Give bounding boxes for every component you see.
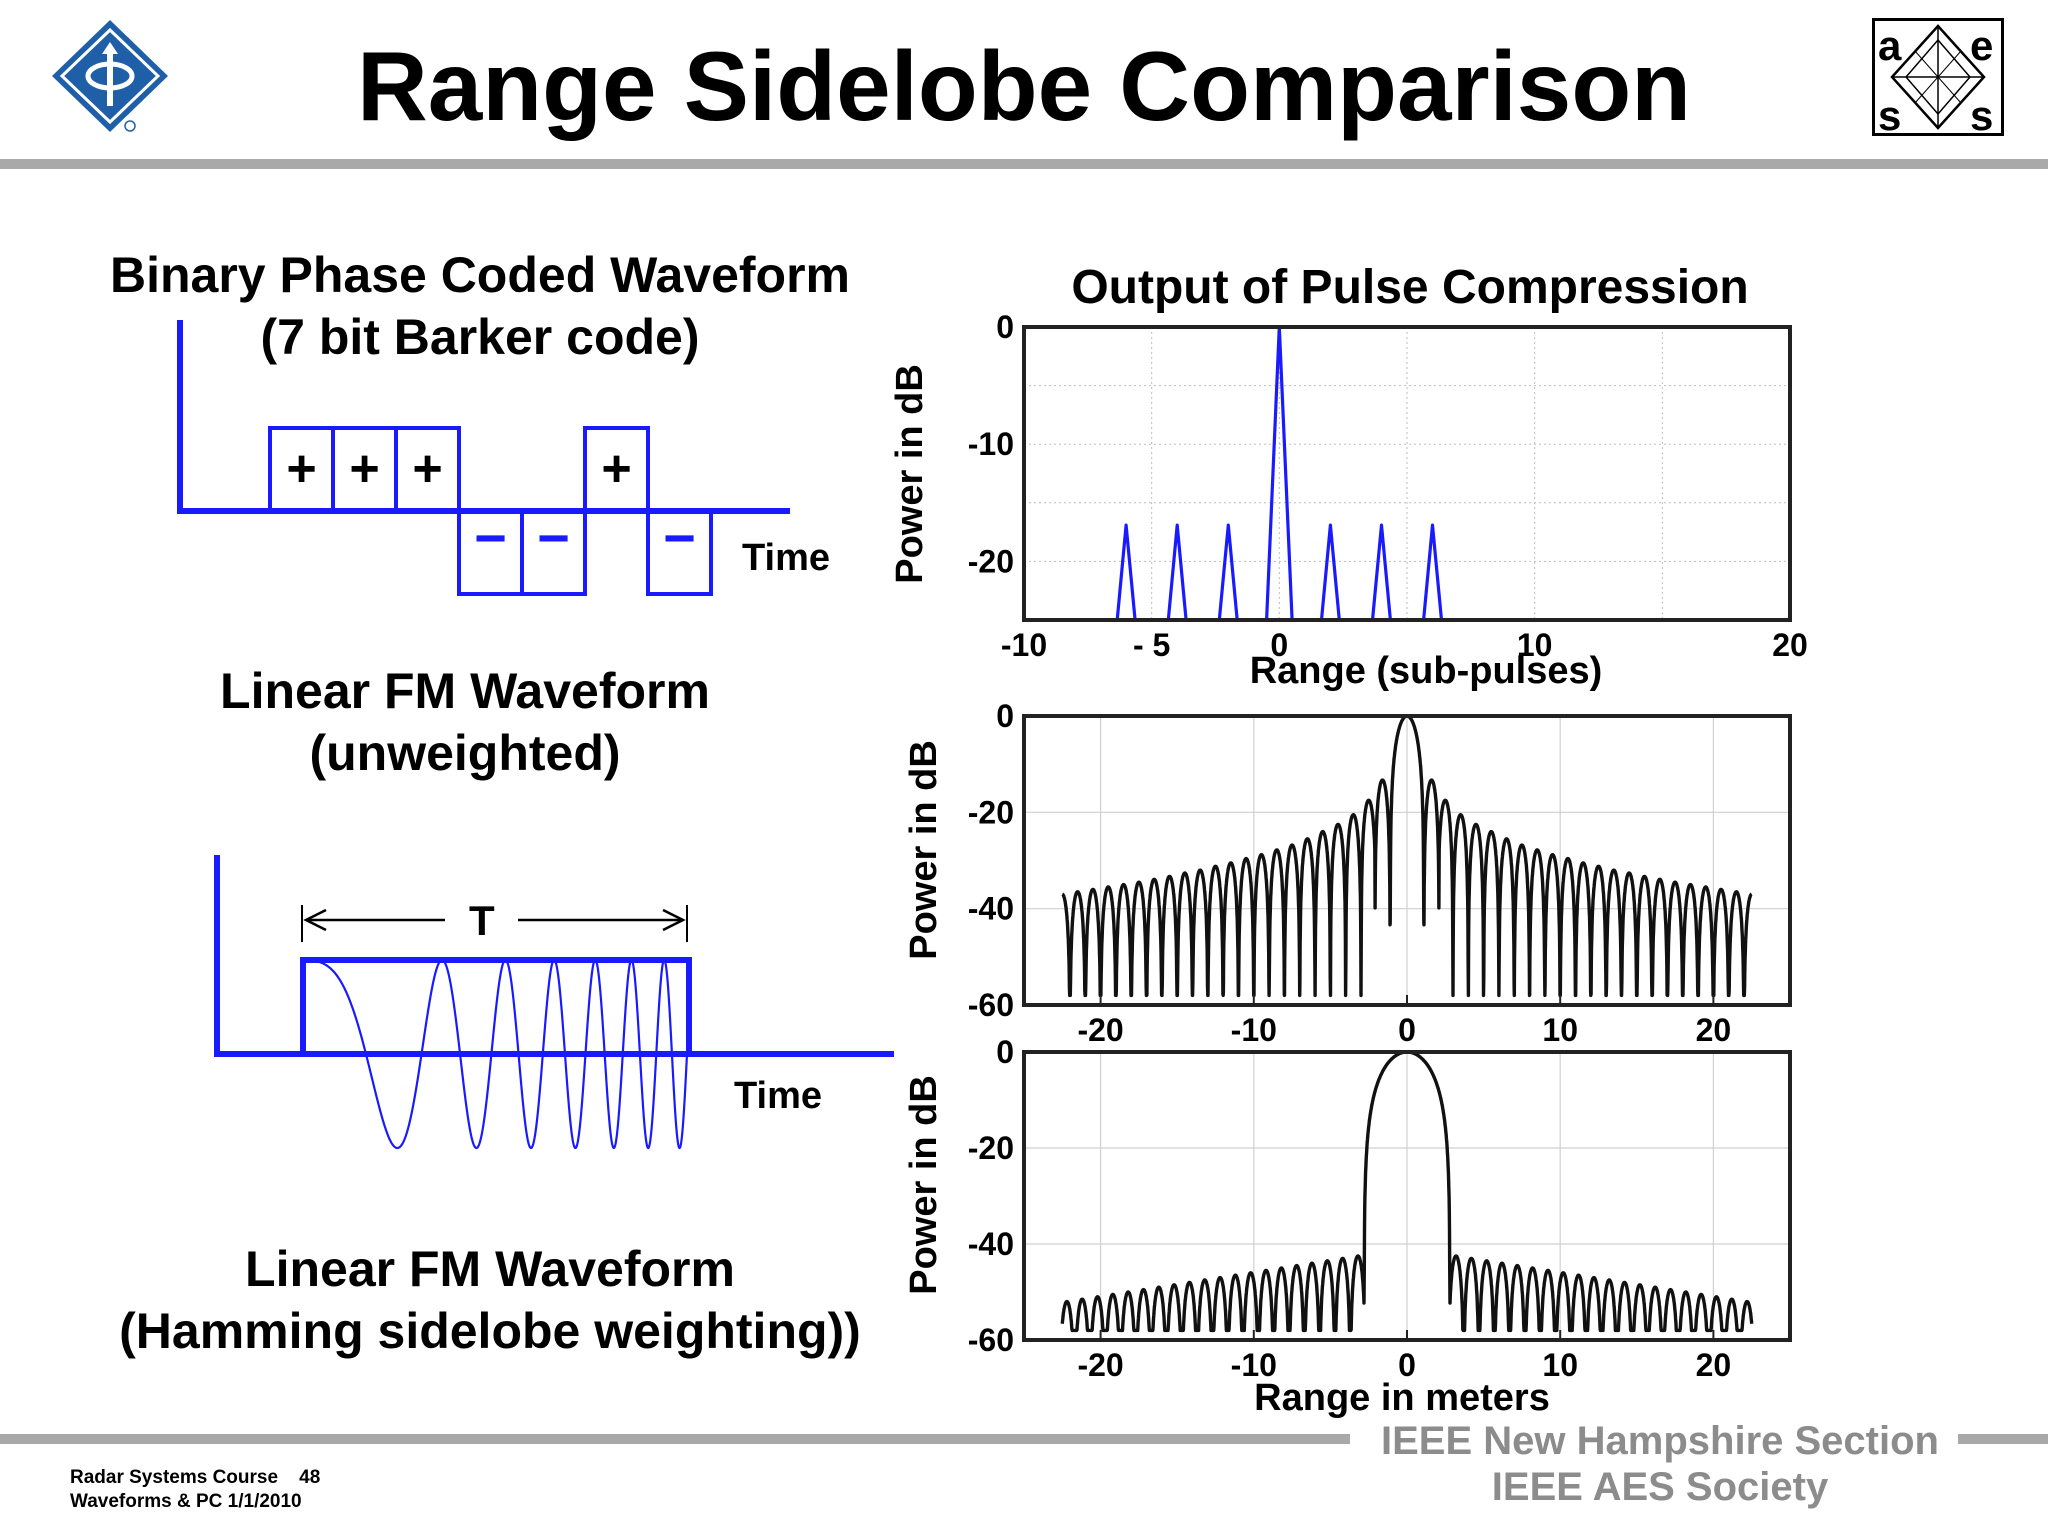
lfm-unweighted-title: Linear FM Waveform (unweighted) — [60, 660, 870, 784]
header-rule — [0, 159, 2048, 169]
y-tick-label: -20 — [968, 543, 1014, 579]
y-axis-label: Power in dB — [903, 740, 945, 960]
svg-text:e: e — [1970, 22, 1993, 69]
svg-text:s: s — [1970, 92, 1993, 136]
barker-time-label: Time — [742, 537, 830, 579]
lfm-unweighted-title-line2: (unweighted) — [309, 725, 621, 781]
footer-org-line1: IEEE New Hampshire Section — [1381, 1419, 1939, 1463]
x-tick-label: - 5 — [1133, 627, 1170, 663]
y-tick-label: 0 — [996, 309, 1014, 345]
compression-plot-3: -20 -10 0 10 20 0 -20 -40 -60 Power in dB Range in… — [903, 1034, 1792, 1419]
x-tick-label: -10 — [1231, 1012, 1277, 1048]
lfm-duration-label: T — [469, 897, 495, 944]
barker-bit-7 — [646, 509, 713, 596]
footer-rule-left — [0, 1434, 1350, 1444]
y-tick-label: -40 — [968, 891, 1014, 927]
x-tick-label: 0 — [1398, 1012, 1416, 1048]
footer-course-info: Radar Systems Course 48 Waveforms & PC 1… — [70, 1466, 320, 1514]
footer-subtitle: Waveforms & PC 1/1/2010 — [70, 1491, 302, 1512]
x-tick-label: 20 — [1696, 1347, 1732, 1383]
barker-bit-5 — [520, 509, 587, 596]
pulse-compression-title: Output of Pulse Compression — [1071, 261, 1749, 314]
x-axis-label: Range (sub-pulses) — [1250, 650, 1603, 692]
barker-title-line2: (7 bit Barker code) — [260, 309, 700, 365]
lfm-time-label: Time — [734, 1075, 822, 1117]
lfm-hamming-title: Linear FM Waveform (Hamming sidelobe wei… — [60, 1238, 920, 1362]
y-tick-label: 0 — [996, 1034, 1014, 1070]
x-tick-label: 0 — [1270, 627, 1288, 663]
footer-course-line: Radar Systems Course 48 — [70, 1466, 320, 1490]
lfm-hamming-title-line1: Linear FM Waveform — [245, 1241, 735, 1297]
x-tick-label: 20 — [1696, 1012, 1732, 1048]
barker-bit-3 — [394, 426, 461, 513]
svg-text:a: a — [1878, 22, 1902, 69]
lfm-chirp-signal — [303, 958, 689, 1150]
y-tick-label: -20 — [968, 794, 1014, 830]
x-tick-label: 0 — [1398, 1347, 1416, 1383]
barker-bit-sign-5: − — [537, 506, 570, 569]
y-axis-label: Power in dB — [903, 1075, 945, 1295]
lfm-waveform-diagram: T Time — [214, 855, 894, 1150]
y-tick-label: -20 — [968, 1130, 1014, 1166]
footer-page-number: 48 — [299, 1467, 321, 1488]
x-tick-label: 10 — [1517, 627, 1553, 663]
y-tick-label: -60 — [968, 1322, 1014, 1358]
x-tick-label: -20 — [1077, 1347, 1123, 1383]
page-title: Range Sidelobe Comparison — [356, 31, 1692, 141]
lfm-unweighted-title-line1: Linear FM Waveform — [220, 663, 710, 719]
x-tick-label: 20 — [1772, 627, 1808, 663]
x-tick-label: 10 — [1542, 1012, 1578, 1048]
x-tick-label: -20 — [1077, 1012, 1123, 1048]
barker-waveform-diagram: + + +− −+− Time — [177, 320, 830, 596]
footer-rule-right — [1958, 1434, 2048, 1444]
plot-frame-1 — [1022, 325, 1792, 622]
barker-title: Binary Phase Coded Waveform (7 bit Barke… — [60, 244, 900, 368]
footer-course: Radar Systems Course — [70, 1467, 279, 1488]
barker-bit-sign-6: + — [601, 440, 631, 498]
barker-title-line1: Binary Phase Coded Waveform — [109, 247, 850, 303]
barker-bit-sign-4: − — [474, 506, 507, 569]
x-tick-label: -10 — [1001, 627, 1047, 663]
compression-plot-1: -10 - 5 0 10 20 0 -10 -20 Power in dB Range (sub-… — [889, 309, 1808, 692]
barker-bit-sign-7: − — [663, 506, 696, 569]
plot-grid-1 — [1024, 327, 1790, 620]
y-tick-label: -10 — [968, 426, 1014, 462]
aess-logo: a e s s — [1872, 18, 2004, 139]
barker-bit-sign-2: + — [349, 440, 379, 498]
compression-plot-2: -20 -10 0 10 20 0 -20 -40 -60 Power in dB — [903, 698, 1792, 1048]
barker-bit-sign-3: + — [412, 440, 442, 498]
footer-org-line2: IEEE AES Society — [1491, 1465, 1829, 1509]
plot-grid-3 — [1024, 1052, 1790, 1340]
y-axis-label: Power in dB — [889, 364, 931, 584]
barker-bit-6 — [583, 426, 650, 513]
y-tick-label: -60 — [968, 987, 1014, 1023]
footer-org: IEEE New Hampshire Section IEEE AES Soci… — [1360, 1418, 1960, 1510]
x-tick-label: 10 — [1542, 1347, 1578, 1383]
x-axis-label: Range in meters — [1254, 1377, 1550, 1419]
barker-bit-sign-1: + — [286, 440, 316, 498]
lfm-hamming-title-line2: (Hamming sidelobe weighting)) — [119, 1303, 861, 1359]
svg-text:s: s — [1878, 92, 1901, 136]
y-tick-label: -40 — [968, 1226, 1014, 1262]
x-tick-label: -10 — [1231, 1347, 1277, 1383]
ieee-logo — [46, 16, 174, 138]
y-tick-label: 0 — [996, 698, 1014, 734]
plot-grid-2 — [1024, 716, 1790, 1005]
